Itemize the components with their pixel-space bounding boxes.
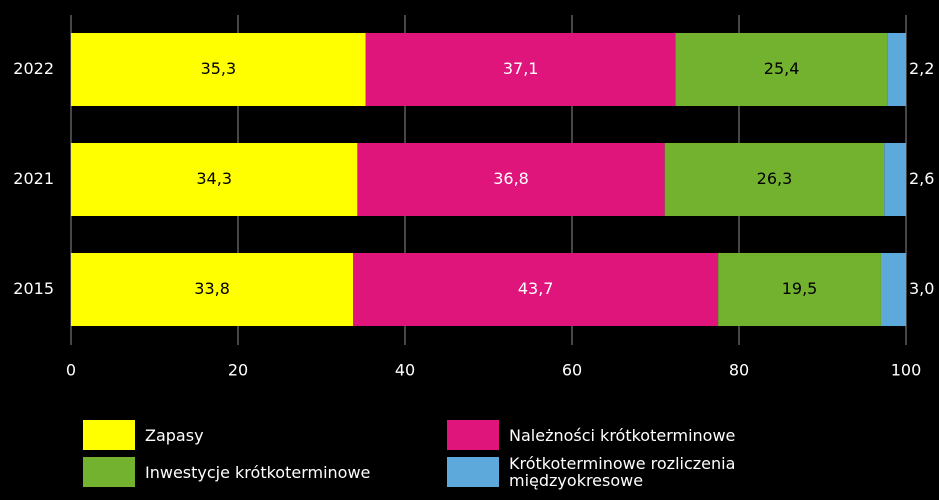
data-label: 26,3 <box>757 169 793 188</box>
y-tick-label: 2021 <box>13 169 54 188</box>
data-label: 34,3 <box>196 169 232 188</box>
bar-segment <box>884 143 906 216</box>
bar-segment <box>887 33 906 106</box>
data-label: 36,8 <box>493 169 529 188</box>
bar-segment <box>675 33 888 106</box>
data-label: 2,6 <box>909 169 934 188</box>
x-tick-label: 80 <box>729 361 749 380</box>
data-label: 3,0 <box>909 279 934 298</box>
bar-segment <box>718 253 881 326</box>
x-tick-label: 0 <box>66 361 76 380</box>
bar-segment <box>71 33 366 106</box>
x-tick-label: 60 <box>562 361 582 380</box>
bar-segment <box>357 143 665 216</box>
data-label: 35,3 <box>201 59 237 78</box>
data-label: 33,8 <box>194 279 230 298</box>
bar-segment <box>365 33 676 106</box>
bar-segment <box>664 143 885 216</box>
bar-segment <box>71 143 358 216</box>
y-tick-label: 2015 <box>13 279 54 298</box>
data-label: 2,2 <box>909 59 934 78</box>
bar-segment <box>880 253 906 326</box>
y-tick-label: 2022 <box>13 59 54 78</box>
data-label: 19,5 <box>782 279 818 298</box>
data-label: 43,7 <box>518 279 554 298</box>
x-tick-label: 20 <box>228 361 248 380</box>
x-tick-label: 40 <box>395 361 415 380</box>
data-label: 37,1 <box>503 59 539 78</box>
x-tick-label: 100 <box>891 361 922 380</box>
bar-segment <box>353 253 719 326</box>
data-label: 25,4 <box>764 59 800 78</box>
bar-segment <box>71 253 354 326</box>
